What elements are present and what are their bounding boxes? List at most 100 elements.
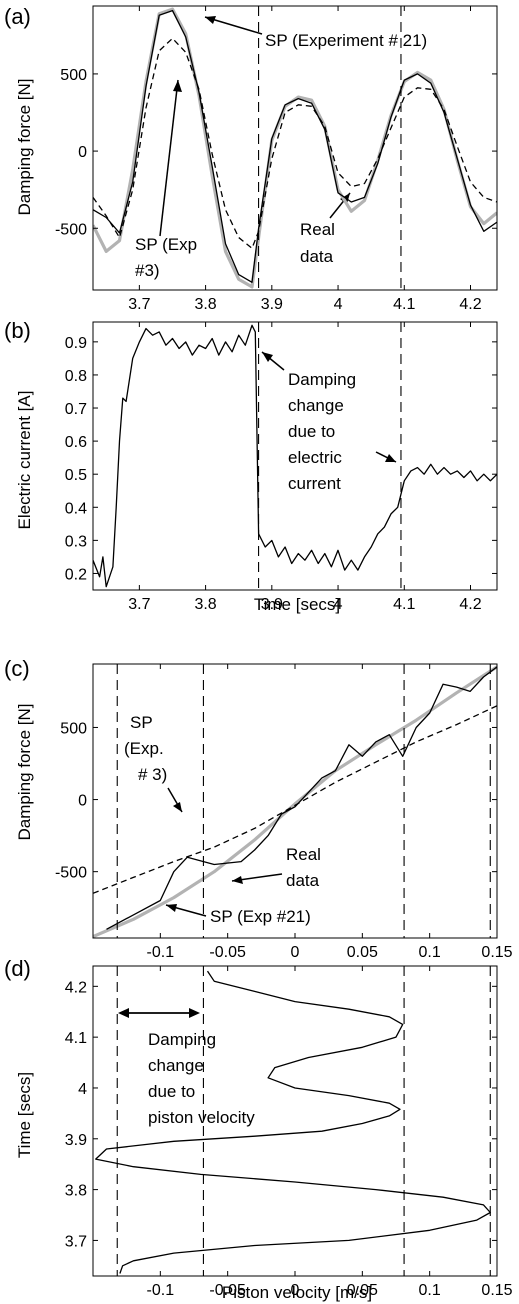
annotation-d-3: due to: [148, 1082, 195, 1101]
panel-b-xtick-label: 3.7: [128, 596, 150, 613]
panel-b-plot-area: [93, 324, 497, 588]
annotation-damping-current-1: Damping: [288, 370, 356, 389]
panel-b-ytick-label: 0.3: [65, 533, 87, 550]
annotation-c-sp-exp21: SP (Exp #21): [210, 907, 311, 926]
panel-c-ytick-label: 500: [60, 720, 87, 737]
panel-b-ytick-label: 0.5: [65, 467, 87, 484]
annotation-sp-exp3-line1: SP (Exp: [135, 235, 197, 254]
panel-b-ytick-label: 0.8: [65, 368, 87, 385]
panel-c-xtick-label: -0.1: [147, 944, 175, 961]
panel-c-xtick-label: 0.1: [419, 944, 441, 961]
panel-b-xtick-label: 3.8: [194, 596, 216, 613]
annotation-sp-exp21: SP (Experiment # 21): [265, 31, 427, 50]
panel-a-plot-area: [93, 7, 497, 289]
panel-a-ytick-label: -500: [55, 221, 87, 238]
panel-c-xtick-label: 0: [291, 944, 300, 961]
panel-d-letter: (d): [4, 956, 31, 981]
panel-d-ytick-label: 4.1: [65, 1030, 87, 1047]
panel-a: (a) Damping force [N] SP (Experiment # 2…: [4, 4, 498, 313]
panel-c-series-sp-exp-21: [93, 665, 497, 938]
panel-c-plot-area: [93, 665, 497, 938]
panel-b-ytick-label: 0.9: [65, 335, 87, 352]
panel-b-series-line: [93, 324, 497, 588]
panel-c: (c) Damping force [N] SP (Exp. # 3) Real…: [4, 656, 513, 961]
panel-c-series-sp-exp-3: [93, 705, 497, 894]
panel-a-axes-box: [92, 5, 498, 291]
panel-a-xtick-label: 4: [334, 296, 343, 313]
panel-c-ytick-label: -500: [55, 865, 87, 882]
panel-d-ytick-label: 3.9: [65, 1132, 87, 1149]
panel-b-ylabel: Electric current [A]: [15, 391, 34, 530]
annotation-c-sp-exp3-3: # 3): [138, 765, 167, 784]
annotation-damping-current-3: due to: [288, 422, 335, 441]
panel-b-ytick-label: 0.6: [65, 434, 87, 451]
annotation-damping-current-5: current: [288, 474, 341, 493]
arrowhead-current-left: [262, 352, 273, 362]
panel-a-series-real-data: [93, 9, 497, 283]
panel-a-xtick-label: 3.7: [128, 296, 150, 313]
panel-c-ylabel: Damping force [N]: [15, 704, 34, 841]
panel-d-ytick-label: 4.2: [65, 979, 87, 996]
panel-c-xtick-label: 0.15: [481, 944, 512, 961]
panel-b-xtick-label: 3.9: [261, 596, 283, 613]
panel-a-xtick-label: 3.9: [261, 296, 283, 313]
annotation-d-2: change: [148, 1056, 204, 1075]
panel-c-ytick-label: 0: [78, 793, 87, 810]
annotation-c-real-2: data: [286, 871, 320, 890]
annotation-c-sp-exp3-2: (Exp.: [124, 739, 164, 758]
panel-a-ytick-label: 0: [78, 144, 87, 161]
panel-b-ytick-label: 0.7: [65, 401, 87, 418]
annotation-real-line1: Real: [300, 220, 335, 239]
panel-b-xlabel: Time [secs]: [254, 595, 340, 614]
panel-a-letter: (a): [4, 4, 31, 29]
panel-d-ylabel: Time [secs]: [15, 1072, 34, 1158]
arrowhead-sp-exp21: [205, 16, 216, 24]
panel-b-ytick-label: 0.2: [65, 566, 87, 583]
panel-b-xtick-label: 4: [334, 596, 343, 613]
arrowhead-current-right: [385, 454, 396, 462]
panel-d-ytick-label: 4: [78, 1081, 87, 1098]
panel-b-xtick-label: 4.2: [459, 596, 481, 613]
panel-a-ytick-label: 500: [60, 67, 87, 84]
annotation-damping-current-2: change: [288, 396, 344, 415]
panel-c-series-real-data: [106, 666, 497, 930]
panel-d-xtick-label: 0: [291, 1282, 300, 1299]
annotation-sp-exp3-line2: #3): [135, 261, 160, 280]
arrowhead-sp-exp3: [173, 80, 182, 92]
annotation-real-line2: data: [300, 247, 334, 266]
panel-c-xtick-label: 0.05: [347, 944, 378, 961]
arrowhead-c-real: [232, 876, 243, 884]
annotation-c-real-1: Real: [286, 845, 321, 864]
panel-d-xtick-label: 0.15: [481, 1282, 512, 1299]
arrowhead-c-sp-exp3: [173, 802, 182, 812]
panel-b-ytick-label: 0.4: [65, 500, 87, 517]
double-arrow-left-head: [118, 1008, 129, 1018]
annotation-damping-current-4: electric: [288, 448, 342, 467]
panel-d-plot-area: [95, 970, 491, 1274]
arrow-sp-exp3: [159, 79, 179, 237]
panel-b-letter: (b): [4, 318, 31, 343]
panel-b: (b) Electric current [A] Time [secs] Dam…: [4, 318, 498, 614]
panel-d-ytick-label: 3.8: [65, 1183, 87, 1200]
double-arrow-right-head: [189, 1008, 200, 1018]
panel-a-xtick-label: 3.8: [194, 296, 216, 313]
panel-d-ytick-label: 3.7: [65, 1233, 87, 1250]
annotation-d-1: Damping: [148, 1030, 216, 1049]
panel-d-xtick-label: -0.05: [209, 1282, 246, 1299]
panel-d-xtick-label: 0.05: [347, 1282, 378, 1299]
panel-c-xtick-label: -0.05: [209, 944, 246, 961]
panel-a-xtick-label: 4.1: [393, 296, 415, 313]
arrowhead-c-sp-exp21: [166, 904, 177, 912]
panel-b-axes-box: [92, 321, 498, 591]
panel-c-letter: (c): [4, 656, 30, 681]
panel-d: (d) Time [secs] Piston velocity [m/s] Da…: [4, 956, 513, 1302]
panel-a-xtick-label: 4.2: [459, 296, 481, 313]
panel-a-series-sp-exp-3: [93, 37, 497, 249]
annotation-c-sp-exp3-1: SP: [130, 713, 153, 732]
panel-d-xlabel: Piston velocity [m/s]: [222, 1283, 372, 1302]
annotation-d-4: piston velocity: [148, 1108, 255, 1127]
panel-d-series-line: [95, 970, 491, 1274]
panel-d-xtick-label: 0.1: [419, 1282, 441, 1299]
